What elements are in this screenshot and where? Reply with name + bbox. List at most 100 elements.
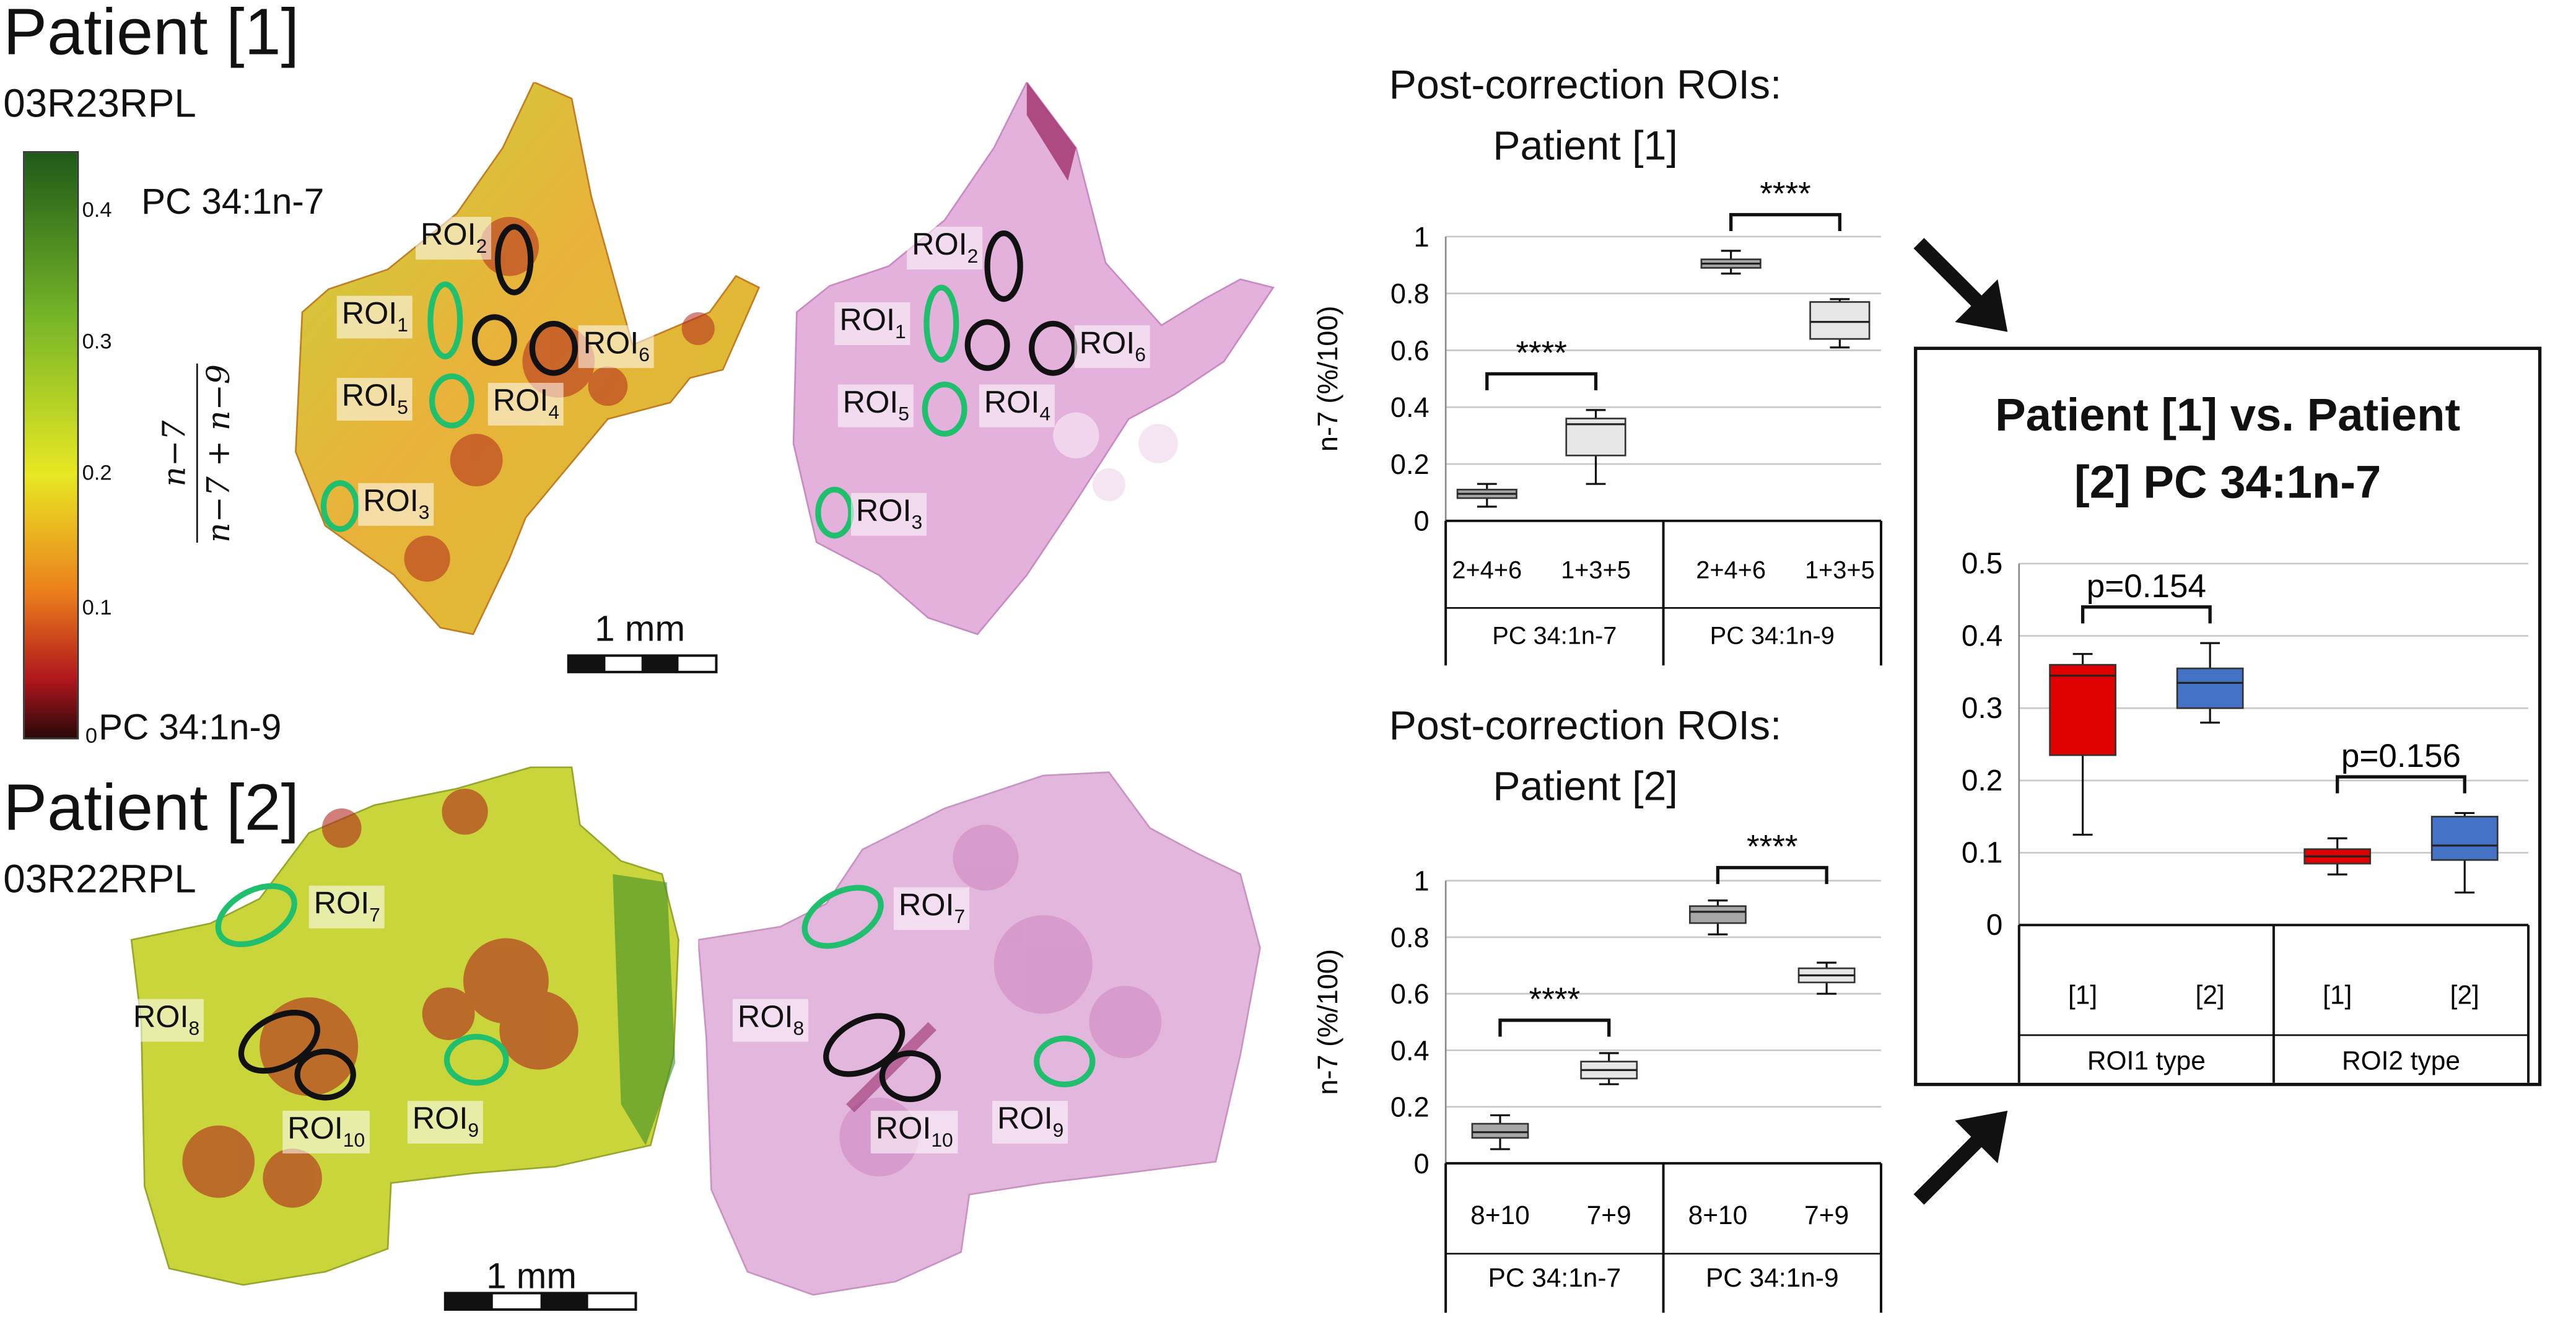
colorbar-top-label: PC 34:1n-7 (141, 180, 325, 222)
box (2049, 663, 2116, 756)
colorbar-tick: 0 (85, 723, 98, 748)
arrow-up-right-icon (1913, 1111, 2008, 1205)
box (2430, 815, 2499, 861)
significance-bracket (2336, 775, 2466, 794)
roi-label: ROI1 (336, 295, 413, 338)
y-tick-label: 0.8 (1391, 278, 1430, 310)
y-tick-label: 0.1 (1962, 837, 2002, 870)
scale-bar-label: 1 mm (595, 608, 686, 649)
significance-label: **** (1516, 335, 1567, 372)
x-category-label: 8+10 (1470, 1201, 1530, 1230)
y-tick-label: 0.2 (1391, 1092, 1430, 1123)
y-tick-label: 0.6 (1391, 978, 1430, 1010)
significance-label: p=0.154 (2087, 568, 2206, 605)
y-tick-label: 0.2 (1391, 448, 1430, 480)
y-tick-label: 0.4 (1391, 392, 1430, 423)
significance-label: **** (1529, 981, 1581, 1018)
box (1471, 1122, 1529, 1139)
chart-1: 1 0.8 0.6 0.4 0.2 0 n-7 (%/100) 2+4+6 1+3+5 2+4+6… (1312, 176, 1882, 666)
y-tick-label: 0.8 (1391, 922, 1430, 953)
x-category-label: 7+9 (1587, 1201, 1631, 1230)
colorbar-tick: 0.1 (82, 595, 112, 619)
chart-2-title-line-2: Patient [2] (1493, 764, 1678, 810)
roi-label: ROI3 (358, 483, 435, 526)
roi-ring-3 (815, 486, 854, 539)
patient-2-title: Patient [2] (3, 772, 300, 845)
chart-1-title-line-1: Post-correction ROIs: (1389, 62, 1782, 109)
chart-1-title: Post-correction ROIs: Patient [1] (1322, 63, 1848, 171)
x-category-label: 2+4+6 (1452, 557, 1522, 584)
roi-ring-5 (922, 382, 967, 437)
roi-label: ROI5 (336, 378, 413, 421)
y-tick-label: 1 (1414, 221, 1430, 253)
x-group-label: PC 34:1n-9 (1706, 1263, 1839, 1292)
x-category-label: [1] (2068, 981, 2097, 1010)
box (2176, 667, 2244, 709)
roi-label: ROI7 (893, 887, 971, 930)
significance-bracket (1729, 212, 1842, 232)
x-category-label: [2] (2450, 981, 2479, 1010)
scale-bar-label: 1 mm (486, 1255, 577, 1297)
patient-2-ms-image (130, 766, 679, 1286)
chart-3-title-line-1: Patient [1] vs. Patient (1995, 389, 2461, 440)
scale-bar (443, 1292, 637, 1311)
y-tick-label: 0.6 (1391, 335, 1430, 366)
roi-ring-1 (923, 284, 959, 363)
y-tick-label: 0.2 (1962, 764, 2002, 797)
roi-label: ROI4 (979, 384, 1056, 427)
x-group-label: PC 34:1n-9 (1710, 623, 1835, 650)
colorbar-bottom-label: PC 34:1n-9 (98, 706, 282, 748)
patient-2-he-rings (801, 885, 1096, 1103)
roi-ring-6 (529, 320, 578, 376)
roi-label: ROI10 (282, 1111, 370, 1153)
significance-bracket (1498, 1018, 1611, 1037)
y-tick-label: 0 (1414, 505, 1430, 537)
chart-2-title-line-1: Post-correction ROIs: (1389, 703, 1782, 750)
roi-label: ROI2 (907, 227, 984, 269)
box (1688, 905, 1747, 924)
chart-2-title: Post-correction ROIs: Patient [2] (1322, 703, 1848, 812)
patient-2-code: 03R22RPL (3, 857, 196, 903)
roi-ring-4 (964, 319, 1010, 371)
scale-bar (567, 654, 718, 673)
colorbar-tick: 0.2 (82, 460, 112, 485)
x-category-label: [1] (2323, 981, 2352, 1010)
roi-label: ROI10 (870, 1111, 958, 1153)
roi-label: ROI8 (128, 999, 205, 1042)
roi-label: ROI7 (308, 885, 385, 929)
roi-ring-7 (215, 883, 297, 947)
x-group-label: ROI2 type (2342, 1046, 2460, 1075)
x-category-label: 7+9 (1804, 1201, 1849, 1230)
chart-1-title-line-2: Patient [1] (1493, 123, 1678, 170)
patient-1-code: 03R23RPL (3, 82, 196, 127)
roi-label: ROI6 (1074, 325, 1151, 368)
roi-label: ROI5 (837, 384, 914, 427)
roi-label: ROI8 (732, 999, 810, 1042)
roi-label: ROI9 (407, 1101, 484, 1144)
significance-label: **** (1747, 829, 1798, 865)
roi-ring-9 (443, 1034, 509, 1086)
roi-label: ROI6 (578, 325, 655, 368)
roi-ring-3 (320, 480, 360, 532)
roi-ring-10 (879, 1050, 941, 1103)
roi-ring-2 (495, 224, 534, 295)
roi-ring-8 (238, 1010, 321, 1074)
y-axis-label: n-7 (%/100) (1312, 949, 1343, 1095)
roi-ring-2 (984, 230, 1023, 302)
x-group-label: PC 34:1n-7 (1492, 623, 1617, 650)
roi-ring-7 (801, 885, 884, 949)
y-tick-label: 0 (1414, 1148, 1430, 1179)
roi-ring-6 (1029, 320, 1078, 376)
colorbar (23, 151, 79, 740)
chart-3-title: Patient [1] vs. Patient [2] PC 34:1n-7 (1917, 383, 2538, 516)
significance-bracket (1485, 372, 1598, 391)
patient-2-ms-rings (215, 883, 509, 1101)
roi-label: ROI3 (850, 492, 928, 536)
y-tick-label: 0.3 (1962, 692, 2002, 725)
colorbar-tick: 0.3 (82, 328, 112, 354)
x-category-label: 1+3+5 (1561, 557, 1631, 584)
arrow-down-right-icon (1913, 238, 2008, 332)
box (1809, 301, 1871, 340)
y-tick-label: 1 (1414, 865, 1430, 897)
y-axis-label: n-7 (%/100) (1312, 306, 1343, 452)
